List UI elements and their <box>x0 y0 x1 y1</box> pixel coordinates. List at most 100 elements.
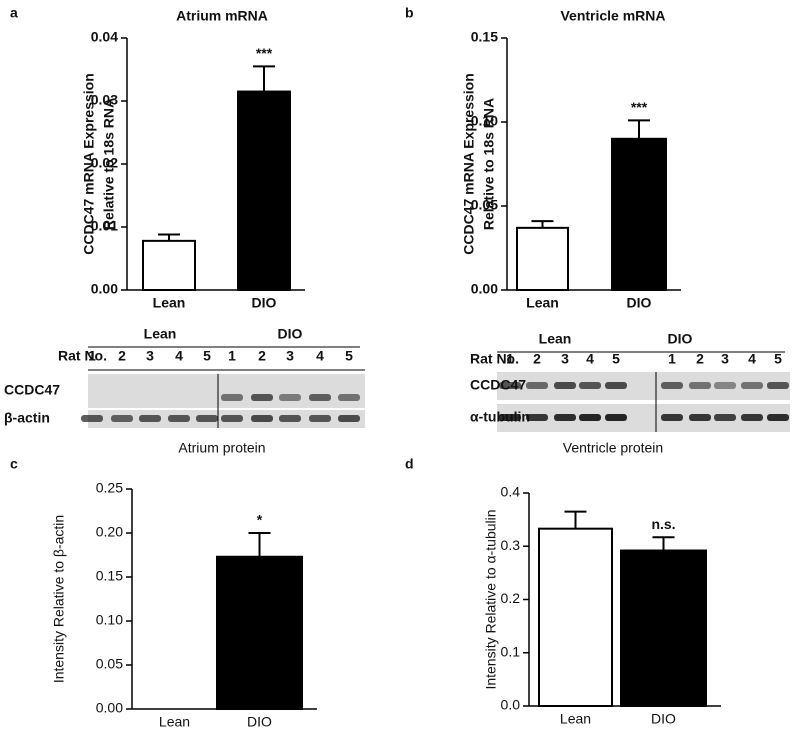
blot-band <box>661 382 683 389</box>
blot-band <box>196 415 218 422</box>
y-tick-label: 0.0 <box>501 697 521 713</box>
y-axis-label: Relative to 18s RNA <box>481 98 497 230</box>
blot-group-label: Lean <box>144 326 177 342</box>
lane-number: 1 <box>88 348 96 364</box>
x-tick-label: DIO <box>252 295 277 311</box>
blot-band <box>579 414 601 421</box>
lane-number: 5 <box>612 351 620 367</box>
lane-number: 5 <box>203 348 211 364</box>
blot-row-header: Rat No. <box>470 351 519 367</box>
panel-label: d <box>405 456 414 472</box>
x-tick-label: Lean <box>526 295 559 311</box>
x-tick-label: DIO <box>627 295 652 311</box>
blot-row-label: β-actin <box>4 410 50 426</box>
significance-label: n.s. <box>651 516 675 532</box>
blot-band <box>579 382 601 389</box>
y-tick-label: 0.04 <box>91 29 118 45</box>
y-axis-label: CCDC47 mRNA Expression <box>461 73 477 255</box>
lane-number: 5 <box>345 348 353 364</box>
lane-number: 4 <box>175 348 183 364</box>
y-tick-label: 0.10 <box>96 612 123 628</box>
y-tick-label: 0.02 <box>91 155 118 171</box>
bar <box>237 90 291 291</box>
lane-number: 5 <box>774 351 782 367</box>
lane-number: 1 <box>668 351 676 367</box>
y-axis-label: Relative to 18s RNA <box>101 98 117 230</box>
blot-band <box>279 415 301 422</box>
y-tick-label: 0.00 <box>91 281 118 297</box>
blot-band <box>251 415 273 422</box>
significance-label: * <box>257 512 263 528</box>
blot-group-label: Lean <box>539 331 572 347</box>
blot-band <box>499 414 521 421</box>
x-tick-label: DIO <box>247 714 272 730</box>
blot-row-label: CCDC47 <box>470 377 526 393</box>
bar <box>142 239 196 291</box>
y-tick-label: 0.10 <box>471 113 498 129</box>
blot-band <box>605 382 627 389</box>
error-bar <box>564 510 587 529</box>
bar <box>216 555 303 711</box>
y-tick-label: 0.15 <box>471 29 498 45</box>
lane-number: 2 <box>118 348 126 364</box>
blot-band <box>605 414 627 421</box>
lane-number: 1 <box>228 348 236 364</box>
y-tick-label: 0.1 <box>501 643 521 659</box>
blot-band <box>338 394 360 401</box>
significance-label: *** <box>631 99 648 115</box>
blot-band <box>139 415 161 422</box>
blot-band <box>526 382 548 389</box>
y-tick-label: 0.00 <box>96 700 123 716</box>
y-axis-label: Intensity Relative to β-actin <box>51 515 67 683</box>
panel-label: b <box>405 5 414 21</box>
blot-band <box>338 415 360 422</box>
blot-band <box>714 414 736 421</box>
error-bar <box>248 532 271 557</box>
x-tick-label: Lean <box>159 714 190 730</box>
lane-number: 2 <box>533 351 541 367</box>
blot-band <box>554 414 576 421</box>
blot-band <box>526 414 548 421</box>
y-tick-label: 0.20 <box>96 524 123 540</box>
blot-band <box>661 414 683 421</box>
blot-row-label: α-tubulin <box>470 409 530 425</box>
panel-label: c <box>10 456 18 472</box>
error-bar <box>531 220 554 228</box>
chart-title: Atrium protein <box>178 440 265 456</box>
x-tick-label: DIO <box>651 711 676 727</box>
blot-band <box>111 415 133 422</box>
error-bar <box>652 536 675 551</box>
blot-group-label: DIO <box>668 331 693 347</box>
chart-title: Ventricle protein <box>563 440 663 456</box>
blot-band <box>309 415 331 422</box>
x-tick-label: Lean <box>153 295 186 311</box>
blot-band <box>767 414 789 421</box>
blot-row-header: Rat No. <box>58 348 107 364</box>
y-tick-label: 0.2 <box>501 590 521 606</box>
error-bar <box>158 233 180 241</box>
y-tick-label: 0.00 <box>471 281 498 297</box>
panel-label: a <box>10 5 18 21</box>
y-tick-label: 0.03 <box>91 92 118 108</box>
lane-number: 3 <box>286 348 294 364</box>
y-axis-label: Intensity Relative to α-tubulin <box>483 509 499 689</box>
blot-group-label: DIO <box>278 326 303 342</box>
lane-number: 2 <box>696 351 704 367</box>
bar <box>538 527 613 707</box>
blot-band <box>221 415 243 422</box>
error-bar <box>628 119 650 139</box>
lane-number: 3 <box>561 351 569 367</box>
blot-band <box>251 394 273 401</box>
blot-band <box>309 394 331 401</box>
y-tick-label: 0.01 <box>91 218 118 234</box>
lane-number: 4 <box>748 351 756 367</box>
blot-band <box>741 414 763 421</box>
blot-band <box>499 382 521 389</box>
blot-band <box>767 382 789 389</box>
significance-label: *** <box>256 45 273 61</box>
y-tick-label: 0.25 <box>96 480 123 496</box>
y-tick-label: 0.05 <box>96 656 123 672</box>
bar <box>620 549 707 708</box>
y-tick-label: 0.3 <box>501 537 521 553</box>
